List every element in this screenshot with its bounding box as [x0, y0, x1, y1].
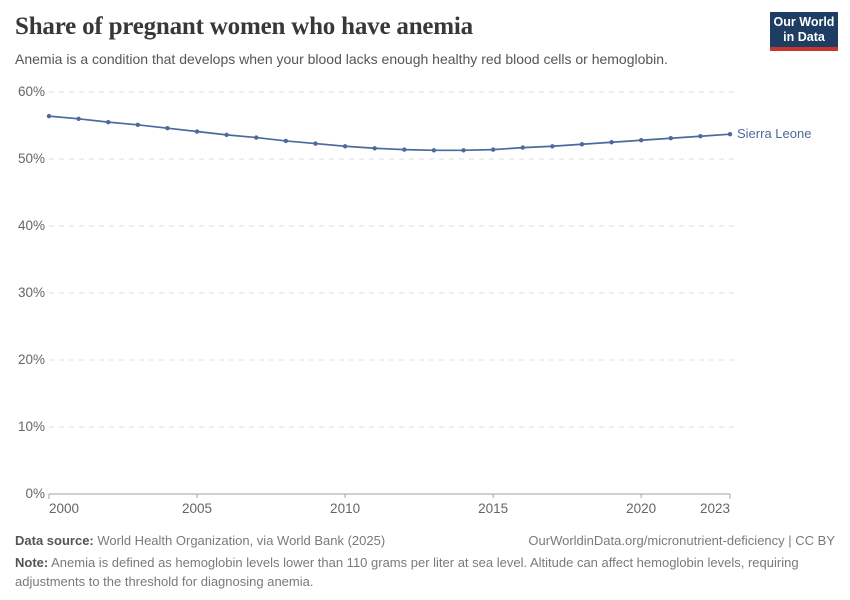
data-point-2000[interactable] — [46, 113, 52, 119]
line-sierra-leone[interactable] — [48, 115, 731, 152]
data-point-2007[interactable] — [254, 135, 259, 140]
y-axis-label-30%: 30% — [17, 285, 45, 300]
data-point-2021[interactable] — [668, 136, 673, 141]
x-axis-label-2023: 2023 — [699, 501, 730, 516]
x-axis-label-2020: 2020 — [626, 501, 657, 516]
owid-logo[interactable]: Our World in Data — [770, 12, 838, 51]
data-point-2013[interactable] — [431, 148, 437, 153]
data-point-2020[interactable] — [638, 138, 644, 143]
attribution-link[interactable]: OurWorldinData.org/micronutrient-deficie… — [528, 533, 835, 548]
y-axis-label-60%: 60% — [17, 84, 45, 99]
note-text: Anemia is defined as hemoglobin levels l… — [15, 555, 799, 589]
data-point-2002[interactable] — [106, 119, 111, 125]
data-point-2016[interactable] — [520, 145, 525, 150]
page-title: Share of pregnant women who have anemia — [15, 13, 473, 40]
data-point-2001[interactable] — [76, 116, 81, 122]
data-point-2004[interactable] — [165, 125, 170, 131]
data-source-text: World Health Organization, via World Ban… — [93, 533, 386, 548]
y-axis-label-0%: 0% — [25, 486, 45, 501]
x-axis-label-2015: 2015 — [478, 501, 509, 516]
y-axis-label-10%: 10% — [17, 419, 45, 434]
y-axis-label-20%: 20% — [17, 352, 45, 367]
data-point-2006[interactable] — [224, 132, 229, 138]
owid-logo-line2: in Data — [783, 29, 825, 44]
note-label: Note: — [15, 555, 49, 570]
data-point-2023[interactable] — [727, 132, 733, 137]
data-point-2010[interactable] — [342, 144, 348, 149]
data-point-2017[interactable] — [550, 144, 555, 149]
data-point-2003[interactable] — [135, 122, 141, 128]
data-point-2009[interactable] — [313, 141, 318, 146]
x-axis-label-2010: 2010 — [330, 501, 361, 516]
owid-logo-line1: Our World — [773, 14, 835, 29]
data-point-2008[interactable] — [283, 138, 289, 144]
data-point-2022[interactable] — [698, 134, 703, 139]
data-point-2005[interactable] — [194, 129, 200, 134]
x-axis-label-2005: 2005 — [182, 501, 213, 516]
data-point-2019[interactable] — [609, 140, 614, 145]
data-point-2014[interactable] — [461, 148, 466, 153]
data-source: Data source: World Health Organization, … — [15, 531, 385, 550]
chart-subtitle: Anemia is a condition that develops when… — [15, 51, 668, 67]
data-source-label: Data source: — [15, 533, 94, 548]
chart-footer: Data source: World Health Organization, … — [15, 531, 835, 591]
y-axis-label-40%: 40% — [17, 218, 45, 233]
series-label-sierra-leone[interactable]: Sierra Leone — [737, 126, 812, 142]
y-axis-label-50%: 50% — [17, 151, 45, 166]
x-axis-label-2000: 2000 — [49, 501, 80, 516]
chart-note: Note: Anemia is defined as hemoglobin le… — [15, 553, 835, 591]
data-point-2018[interactable] — [579, 142, 585, 147]
data-point-2011[interactable] — [372, 146, 377, 151]
data-point-2012[interactable] — [402, 147, 407, 152]
data-point-2015[interactable] — [490, 147, 496, 152]
